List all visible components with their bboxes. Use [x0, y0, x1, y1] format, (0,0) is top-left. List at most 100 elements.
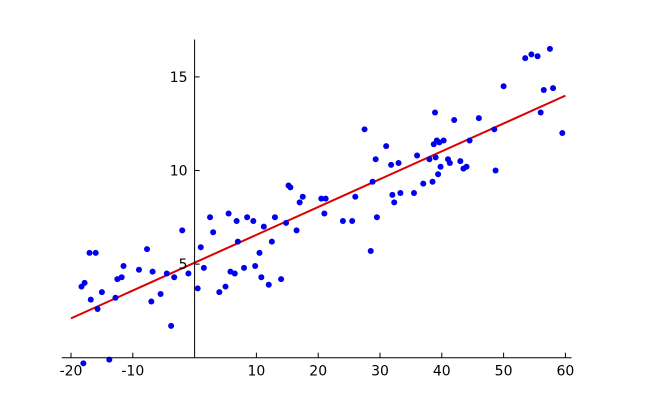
data-point	[426, 156, 433, 163]
data-point	[225, 210, 232, 217]
data-point	[457, 158, 464, 165]
data-point	[367, 247, 374, 254]
data-point	[540, 87, 547, 94]
data-point	[260, 223, 267, 230]
data-point	[537, 109, 544, 116]
x-tick-label: -20	[60, 364, 83, 380]
x-tick-label: -10	[121, 364, 144, 380]
data-point	[420, 180, 427, 187]
data-point	[268, 238, 275, 245]
data-point	[120, 262, 127, 269]
data-point	[216, 289, 223, 296]
data-point	[475, 115, 482, 122]
data-point	[440, 137, 447, 144]
data-point	[80, 360, 87, 367]
data-point	[339, 218, 346, 225]
data-point	[185, 270, 192, 277]
data-point	[234, 238, 241, 245]
data-point	[528, 51, 535, 58]
x-tick-label: 30	[371, 364, 389, 380]
data-point	[437, 163, 444, 170]
data-point	[256, 249, 263, 256]
data-point	[432, 154, 439, 161]
data-point	[210, 229, 217, 236]
data-point	[287, 184, 294, 191]
data-point	[149, 268, 156, 275]
data-point	[179, 227, 186, 234]
regression-line	[70, 94, 566, 320]
data-point	[271, 214, 278, 221]
data-point	[432, 109, 439, 116]
data-point	[283, 219, 290, 226]
data-point	[112, 294, 119, 301]
data-point	[321, 210, 328, 217]
data-point	[395, 160, 402, 167]
data-point	[293, 227, 300, 234]
data-point	[87, 296, 94, 303]
data-point	[233, 218, 240, 225]
data-point	[463, 163, 470, 170]
data-point	[397, 189, 404, 196]
data-point	[491, 126, 498, 133]
data-point	[352, 193, 359, 200]
data-point	[171, 274, 178, 281]
y-tick-label: 5	[179, 257, 188, 273]
data-point	[148, 298, 155, 305]
data-point	[94, 306, 101, 313]
data-point	[278, 276, 285, 283]
data-point	[200, 264, 207, 271]
data-point	[135, 266, 142, 273]
data-point	[534, 53, 541, 60]
x-tick-label: 40	[433, 364, 451, 380]
data-point	[197, 244, 204, 251]
data-point	[194, 285, 201, 292]
data-point	[451, 116, 458, 123]
data-point	[144, 246, 151, 253]
data-point	[250, 218, 257, 225]
data-point	[373, 214, 380, 221]
data-point	[168, 322, 175, 329]
data-point	[252, 262, 259, 269]
data-point	[231, 270, 238, 277]
x-tick-label: 20	[309, 364, 327, 380]
data-point	[265, 281, 272, 288]
data-point	[522, 55, 529, 62]
data-point	[241, 264, 248, 271]
data-point	[383, 143, 390, 150]
x-tick-label: 60	[556, 364, 574, 380]
data-point	[369, 178, 376, 185]
data-point	[410, 189, 417, 196]
data-point	[466, 137, 473, 144]
data-point	[86, 249, 93, 256]
data-point	[550, 85, 557, 92]
data-point	[81, 279, 88, 286]
data-point	[349, 218, 356, 225]
data-point	[157, 291, 164, 298]
data-point	[118, 274, 125, 281]
data-point	[388, 161, 395, 168]
data-point	[389, 191, 396, 198]
data-point	[429, 178, 436, 185]
data-point	[492, 167, 499, 174]
data-point	[500, 83, 507, 90]
data-point	[318, 195, 325, 202]
data-point	[296, 199, 303, 206]
data-point	[361, 126, 368, 133]
data-point	[98, 289, 105, 296]
data-point	[92, 249, 99, 256]
x-tick-label: 50	[495, 364, 513, 380]
y-tick-label: 10	[170, 164, 188, 180]
data-point	[163, 270, 170, 277]
data-point	[222, 283, 229, 290]
data-point	[391, 199, 398, 206]
x-tick-label: 10	[247, 364, 265, 380]
y-tick-label: 15	[170, 70, 188, 86]
data-point	[299, 193, 306, 200]
data-point	[435, 171, 442, 178]
data-point	[414, 152, 421, 159]
data-point	[372, 156, 379, 163]
data-point	[207, 214, 214, 221]
data-point	[546, 45, 553, 52]
data-point	[258, 274, 265, 281]
